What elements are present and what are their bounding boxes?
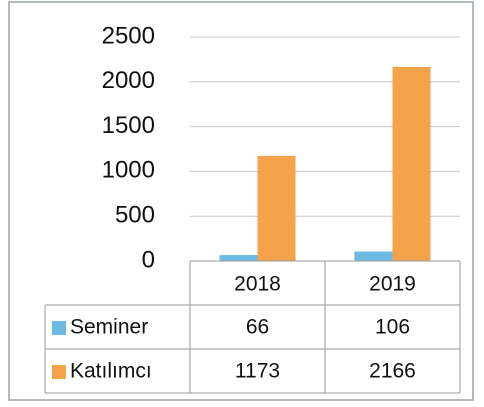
- bar: [219, 255, 258, 261]
- table-value: 1173: [235, 360, 280, 383]
- y-tick-label: 2500: [102, 22, 155, 49]
- x-tick-label: 2018: [234, 273, 281, 296]
- legend-swatch: [52, 365, 66, 379]
- bar: [392, 66, 431, 262]
- table-value: 66: [246, 316, 269, 339]
- x-tick-label: 2019: [369, 273, 416, 296]
- legend-swatch: [52, 321, 66, 335]
- y-tick-label: 0: [142, 246, 155, 273]
- bar: [354, 251, 393, 261]
- y-tick-label: 500: [115, 202, 155, 229]
- legend-label: Katılımcı: [70, 360, 152, 383]
- bar: [257, 155, 296, 261]
- y-tick-label: 2000: [102, 67, 155, 94]
- table-value: 106: [375, 316, 410, 339]
- y-tick-label: 1500: [102, 112, 155, 139]
- table-value: 2166: [369, 360, 416, 383]
- frame: [8, 1, 474, 401]
- legend-label: Seminer: [70, 316, 148, 339]
- y-tick-label: 1000: [102, 157, 155, 184]
